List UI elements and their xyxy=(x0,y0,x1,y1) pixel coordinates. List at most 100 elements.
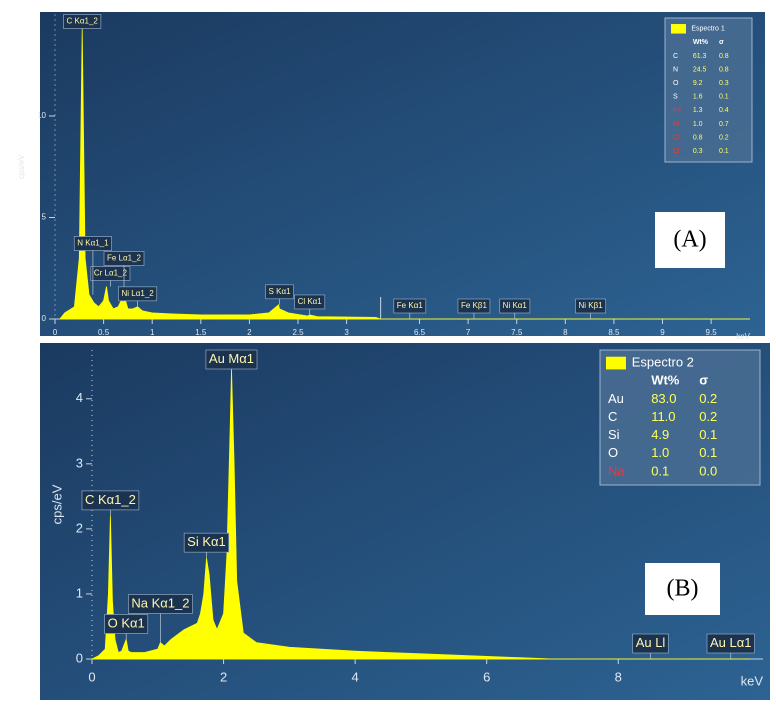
x-tick-label: 1.5 xyxy=(195,328,207,337)
legend-wt: 1.0 xyxy=(693,121,703,128)
y-axis-label: cps/eV xyxy=(17,154,26,179)
y-tick-label: 5 xyxy=(42,213,47,222)
x-tick-label: 1 xyxy=(150,328,155,337)
y-tick-label: 0 xyxy=(42,314,47,323)
x-tick-label: 0 xyxy=(53,328,58,337)
legend-column: σ xyxy=(699,373,708,388)
peak-label: Ni Lα1_2 xyxy=(122,289,155,298)
peak-label: Cr Lα1_2 xyxy=(94,269,128,278)
y-tick-label: 1 xyxy=(76,585,83,600)
legend-element: Au xyxy=(608,391,624,406)
x-tick-label: 7.5 xyxy=(511,328,523,337)
legend-wt: 83.0 xyxy=(651,391,676,406)
peak-label: Fe Lα1_2 xyxy=(107,254,142,263)
panel-background xyxy=(40,12,765,336)
peak-label: N Kα1_1 xyxy=(77,239,109,248)
legend-sigma: 0.4 xyxy=(719,107,729,114)
legend-wt: 1.0 xyxy=(651,445,669,460)
x-tick-label: 8.5 xyxy=(608,328,620,337)
y-axis-label: cps/eV xyxy=(49,484,64,524)
peak-label: C Kα1_2 xyxy=(85,492,136,507)
legend-name: Espectro 2 xyxy=(632,355,694,370)
legend-column: σ xyxy=(719,39,724,46)
legend-wt: 9.2 xyxy=(693,80,703,87)
x-axis-label: keV xyxy=(736,332,750,341)
peak-label: Au Ll xyxy=(636,635,666,650)
legend-element: Cr xyxy=(673,134,681,141)
legend-element: Fe xyxy=(673,107,681,114)
legend-name: Espectro 1 xyxy=(691,26,725,33)
legend-sigma: 0.1 xyxy=(699,427,717,442)
x-tick-label: 4 xyxy=(352,669,359,684)
legend-wt: 1.6 xyxy=(693,94,703,101)
legend-sigma: 0.7 xyxy=(719,121,729,128)
x-tick-label: 6.5 xyxy=(414,328,426,337)
x-tick-label: 3 xyxy=(344,328,349,337)
panel-label: (A) xyxy=(673,227,706,253)
legend-sigma: 0.8 xyxy=(719,53,729,60)
legend-wt: 0.8 xyxy=(693,134,703,141)
x-axis-label: keV xyxy=(741,673,764,688)
peak-label: Ni Kα1 xyxy=(503,301,528,310)
legend-element: C xyxy=(673,53,678,60)
x-tick-label: 6 xyxy=(483,669,490,684)
legend-sigma: 0.2 xyxy=(699,391,717,406)
legend-sigma: 0.0 xyxy=(699,463,717,478)
legend-column: Wt% xyxy=(693,39,709,46)
x-tick-label: 2 xyxy=(220,669,227,684)
legend-element: Si xyxy=(608,427,620,442)
legend-sigma: 0.1 xyxy=(699,445,717,460)
y-tick-label: 2 xyxy=(76,520,83,535)
peak-label: O Kα1 xyxy=(108,615,145,630)
legend-sigma: 0.2 xyxy=(699,409,717,424)
panel-label-box xyxy=(655,212,725,268)
legend-wt: 1.3 xyxy=(693,107,703,114)
legend-box xyxy=(599,349,761,486)
legend-element: Ni xyxy=(673,121,680,128)
legend-column: Wt% xyxy=(651,373,680,388)
legend-wt: 4.9 xyxy=(651,427,669,442)
x-tick-label: 0.5 xyxy=(98,328,110,337)
y-tick-label: 10 xyxy=(37,111,46,120)
panel-label-box xyxy=(645,563,720,615)
legend-element: N xyxy=(673,66,678,73)
peak-label: Fe Kα1 xyxy=(397,301,424,310)
legend-wt: 11.0 xyxy=(651,409,675,424)
x-tick-label: 0 xyxy=(88,669,95,684)
legend-wt: 0.3 xyxy=(693,148,703,155)
legend-element: O xyxy=(673,80,679,87)
peak-label: C Kα1_2 xyxy=(67,17,99,26)
panel-label: (B) xyxy=(667,576,699,602)
y-tick-label: 4 xyxy=(76,390,83,405)
legend-swatch xyxy=(606,356,626,370)
legend-element: Na xyxy=(608,463,625,478)
y-tick-label: 3 xyxy=(76,455,83,470)
x-tick-label: 7 xyxy=(466,328,471,337)
legend-sigma: 0.1 xyxy=(719,148,729,155)
peak-label: Na Kα1_2 xyxy=(131,595,189,610)
x-tick-label: 9 xyxy=(660,328,665,337)
legend-element: O xyxy=(608,445,618,460)
legend-element: S xyxy=(673,94,678,101)
peak-label: Si Kα1 xyxy=(187,534,226,549)
legend-swatch xyxy=(671,24,686,34)
legend-sigma: 0.1 xyxy=(719,94,729,101)
legend-wt: 61.3 xyxy=(693,53,707,60)
peak-label: Ni Kβ1 xyxy=(579,301,604,310)
legend-box xyxy=(664,17,753,163)
x-tick-label: 2 xyxy=(247,328,252,337)
legend-wt: 24.5 xyxy=(693,66,707,73)
legend-sigma: 0.8 xyxy=(719,66,729,73)
peak-label: Fe Kβ1 xyxy=(461,301,487,310)
spectrum xyxy=(91,369,750,660)
legend-element: Cl xyxy=(673,148,680,155)
peak-label: Au Lα1 xyxy=(710,635,752,650)
peak-label: Cl Kα1 xyxy=(298,297,323,306)
y-tick-label: 0 xyxy=(76,650,83,665)
x-tick-label: 2.5 xyxy=(292,328,304,337)
x-tick-label: 8 xyxy=(563,328,568,337)
legend-element: C xyxy=(608,409,617,424)
x-tick-label: 8 xyxy=(615,669,622,684)
